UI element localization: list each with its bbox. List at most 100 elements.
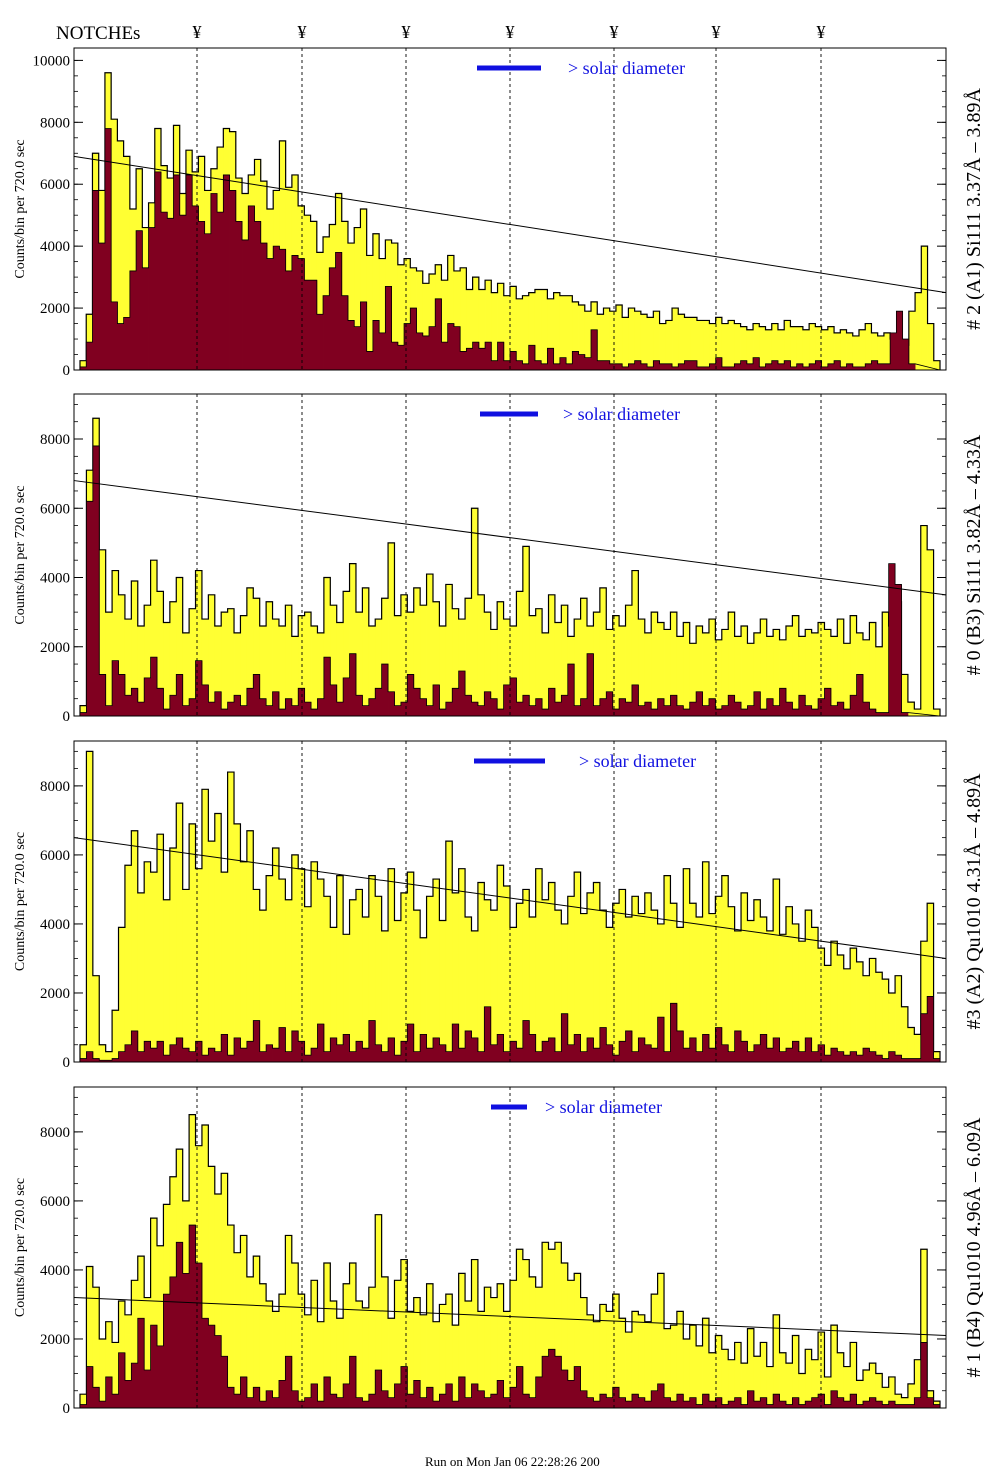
bar-total — [542, 899, 549, 1062]
bar-total — [375, 1214, 383, 1408]
bar-total — [895, 1394, 902, 1408]
bar-subset — [316, 314, 324, 370]
bar-total — [888, 1376, 896, 1408]
bar-subset — [458, 1048, 466, 1062]
bar-subset — [86, 1366, 94, 1408]
bar-subset — [852, 366, 860, 370]
bar-total — [477, 1311, 485, 1408]
bar-total — [372, 233, 380, 370]
notch-marker-2: ¥ — [298, 22, 307, 42]
bar-subset — [311, 709, 318, 716]
bar-total — [529, 1276, 537, 1408]
bar-subset — [516, 1366, 524, 1408]
bar-subset — [619, 698, 626, 716]
bar-subset — [535, 698, 543, 716]
bar-subset — [593, 705, 601, 716]
bar-total — [784, 320, 791, 370]
bar-subset — [522, 363, 530, 370]
bar-subset — [460, 351, 467, 370]
bar-total — [137, 625, 145, 716]
bar-subset — [689, 1397, 697, 1408]
bar-subset — [195, 1041, 203, 1062]
bar-total — [753, 632, 761, 716]
bar-subset — [567, 1044, 575, 1062]
bar-total — [840, 329, 847, 370]
bar-subset — [246, 1397, 254, 1408]
bar-total — [163, 899, 171, 1062]
bar-total — [766, 636, 774, 716]
bar-total — [670, 903, 678, 1062]
bar-total — [355, 889, 363, 1062]
bar-subset — [766, 698, 774, 716]
bar-total — [144, 1297, 151, 1408]
bar-subset — [747, 1051, 755, 1062]
bar-total — [484, 1287, 492, 1408]
bar-subset — [407, 1394, 415, 1408]
bar-subset — [112, 1058, 119, 1062]
bar-subset — [792, 1397, 800, 1408]
bar-subset — [458, 670, 466, 716]
bar-total — [105, 612, 113, 716]
bar-total — [221, 1173, 229, 1408]
bar-total — [651, 612, 659, 716]
bar-total — [777, 329, 785, 370]
bar-total — [330, 927, 338, 1062]
panel-title: # 0 (B3) Si111 3.82Å – 4.33Å — [963, 434, 985, 675]
bar-total — [715, 317, 723, 370]
bar-total — [599, 587, 607, 716]
bar-subset — [670, 695, 678, 716]
bar-total — [619, 1318, 626, 1408]
bar-total — [503, 885, 511, 1062]
bar-total — [362, 1307, 370, 1408]
bar-total — [330, 605, 338, 716]
bar-total — [567, 1280, 575, 1408]
bar-subset — [381, 1390, 389, 1408]
histogram-panels: 0 2000 4000 6000 8000 10000 Counts/bin per 720… — [13, 47, 985, 1417]
bar-subset — [802, 366, 810, 370]
bar-total — [593, 882, 601, 1062]
bar-subset — [368, 698, 376, 716]
bar-subset — [561, 1013, 569, 1062]
bar-total — [753, 323, 760, 370]
bar-total — [747, 1328, 755, 1408]
bar-subset — [413, 1051, 421, 1062]
bar-subset — [201, 684, 209, 716]
bar-subset — [341, 295, 349, 370]
bar-total — [785, 1363, 793, 1408]
bar-subset — [625, 1030, 633, 1062]
bar-total — [246, 587, 254, 716]
bar-subset — [217, 212, 224, 370]
bar-subset — [901, 1058, 909, 1062]
bar-subset — [882, 712, 890, 716]
bar-subset — [908, 363, 916, 370]
bar-subset — [567, 1380, 575, 1408]
series-subset-bars — [80, 1225, 941, 1408]
bar-total — [785, 906, 793, 1062]
bar-subset — [80, 1058, 87, 1062]
bar-subset — [478, 348, 486, 370]
bar-subset — [827, 363, 835, 370]
bar-subset — [753, 691, 761, 716]
bar-total — [291, 636, 299, 716]
bar-subset — [144, 1041, 151, 1062]
bar-total — [771, 323, 779, 370]
bar-total — [503, 1311, 511, 1408]
bar-total — [683, 622, 691, 716]
bar-total — [871, 332, 879, 370]
bar-total — [927, 549, 934, 716]
bar-total — [150, 560, 158, 716]
bar-subset — [189, 1225, 196, 1408]
bar-subset — [728, 1401, 736, 1408]
bar-total — [843, 643, 851, 716]
bar-subset — [760, 709, 768, 716]
bar-subset — [497, 1034, 504, 1062]
bar-total — [195, 570, 203, 716]
bar-total — [278, 1294, 286, 1408]
bar-total — [253, 889, 261, 1062]
series-subset-outline — [79, 1224, 941, 1408]
bar-total — [413, 587, 421, 716]
bar-subset — [253, 674, 261, 716]
bar-total — [631, 570, 639, 716]
bar-total — [644, 1321, 652, 1408]
bar-subset — [208, 1325, 216, 1408]
